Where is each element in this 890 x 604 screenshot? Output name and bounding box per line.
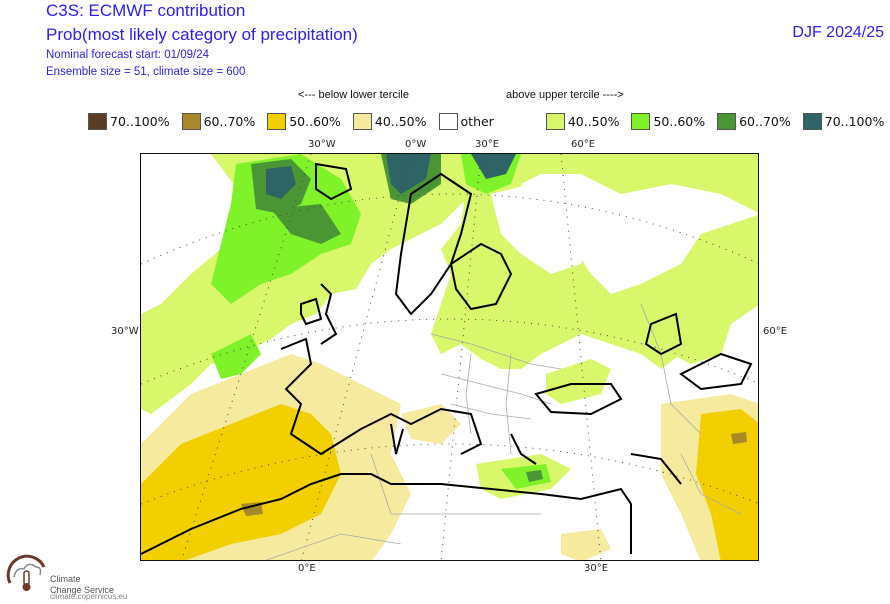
- ensemble-info: Ensemble size = 51, climate size = 600: [46, 66, 246, 78]
- legend-item-below-70-100: 70..100%: [88, 113, 170, 130]
- season-label: DJF 2024/25: [792, 24, 884, 41]
- legend-item-above-50-60: 50..60%: [631, 113, 705, 130]
- legend-above-heading: above upper tercile ---->: [506, 89, 624, 101]
- thermometer-cloud-icon: [6, 554, 46, 591]
- tick-right-60e: 60°E: [763, 326, 788, 337]
- legend-label: 70..100%: [824, 114, 885, 129]
- tick-bottom-0e: 0°E: [298, 563, 316, 574]
- logo-url: climate.copernicus.eu: [50, 592, 128, 601]
- legend-label: 40..50%: [567, 114, 620, 129]
- legend-swatch: [267, 113, 287, 130]
- copernicus-logo: [4, 553, 154, 603]
- graticule: [141, 154, 758, 560]
- legend-below-heading: <--- below lower tercile: [298, 89, 409, 101]
- tick-top-60e: 60°E: [571, 139, 596, 150]
- legend-item-below-40-50: 40..50%: [352, 113, 427, 130]
- country-borders: [265, 303, 742, 560]
- probability-map: [140, 153, 759, 561]
- legend-swatch: [88, 113, 107, 130]
- legend-label: 60..70%: [203, 114, 256, 129]
- legend-swatch: [352, 113, 372, 130]
- tick-left-30w: 30°W: [111, 326, 139, 337]
- logo-text: Climate Change Service: [50, 574, 114, 596]
- legend-label: 60..70%: [739, 114, 791, 129]
- legend-swatch: [545, 113, 565, 130]
- logo-line2: Change Service: [50, 585, 115, 595]
- map-svg: [141, 154, 758, 560]
- legend-swatch: [438, 113, 458, 130]
- legend-swatch: [631, 113, 651, 130]
- legend-label: 70..100%: [110, 114, 170, 129]
- legend: 70..100% 60..70% 50..60% 40..50% other 4…: [88, 113, 890, 130]
- coastlines: [141, 162, 753, 555]
- legend-label: other: [460, 114, 494, 129]
- legend-swatch: [181, 113, 201, 130]
- legend-label: 40..50%: [374, 114, 427, 129]
- chart-subtitle: Prob(most likely category of precipitati…: [46, 25, 358, 44]
- legend-label: 50..60%: [653, 114, 706, 129]
- logo-line1: Climate: [50, 574, 81, 584]
- tick-top-0w: 0°W: [405, 139, 427, 150]
- legend-item-below-60-70: 60..70%: [181, 113, 256, 130]
- legend-label: 50..60%: [289, 114, 341, 129]
- legend-item-above-60-70: 60..70%: [717, 113, 791, 130]
- legend-item-other: other: [438, 113, 494, 130]
- tick-top-30w: 30°W: [308, 139, 336, 150]
- tick-bottom-30e: 30°E: [584, 563, 609, 574]
- legend-swatch: [717, 113, 737, 130]
- legend-item-below-50-60: 50..60%: [267, 113, 341, 130]
- below-tercile-regions: [141, 354, 758, 560]
- legend-item-above-70-100: 70..100%: [802, 113, 885, 130]
- chart-title: C3S: ECMWF contribution: [46, 1, 246, 20]
- legend-item-above-40-50: 40..50%: [545, 113, 620, 130]
- forecast-start: Nominal forecast start: 01/09/24: [46, 49, 209, 61]
- legend-swatch: [802, 113, 822, 130]
- tick-top-30e: 30°E: [475, 139, 500, 150]
